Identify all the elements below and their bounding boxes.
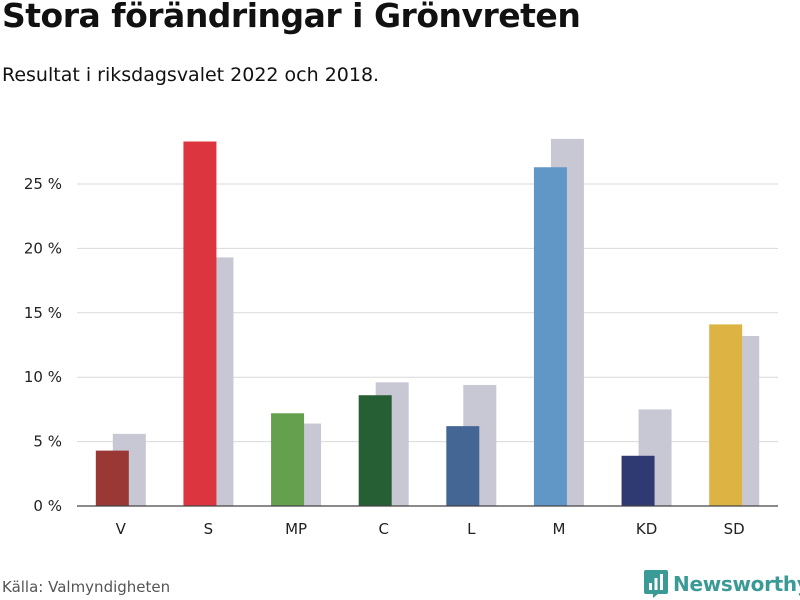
- x-tick-label: S: [204, 520, 214, 538]
- chart-subtitle: Resultat i riksdagsvalet 2022 och 2018.: [2, 64, 380, 86]
- chart-title: Stora förändringar i Grönvreten: [2, 0, 581, 35]
- gridlines: [77, 183, 778, 443]
- x-tick-label: MP: [285, 520, 307, 538]
- x-tick-label: C: [378, 520, 388, 538]
- bar-2022-mp: [271, 413, 305, 506]
- bar-2022-sd: [709, 324, 743, 506]
- brand-name: Newsworthy: [673, 572, 800, 596]
- y-tick-label: 20 %: [24, 239, 62, 257]
- x-tick-label: M: [552, 520, 565, 538]
- bar-2022-kd: [621, 455, 655, 506]
- bar-2022-c: [358, 395, 392, 506]
- newsworthy-logo: Newsworthy: [643, 569, 800, 599]
- bar-2022-v: [95, 450, 129, 506]
- bar-2022-s: [183, 141, 217, 506]
- bar-chart-icon: [644, 570, 668, 598]
- y-tick-label: 0 %: [33, 497, 62, 515]
- y-tick-label: 15 %: [24, 304, 62, 322]
- x-tick-label: V: [116, 520, 127, 538]
- y-tick-label: 10 %: [24, 368, 62, 386]
- x-tick-label: SD: [724, 520, 745, 538]
- x-tick-label: KD: [636, 520, 657, 538]
- bars: [95, 138, 760, 507]
- bar-2022-l: [446, 426, 480, 506]
- bar-2022-m: [533, 167, 567, 507]
- source-note: Källa: Valmyndigheten: [2, 578, 171, 596]
- bar-chart: 0 % 5 % 10 % 15 % 20 % 25 % V S MP C L M KD SD: [24, 138, 778, 538]
- y-tick-label: 5 %: [33, 433, 62, 451]
- y-tick-label: 25 %: [24, 175, 62, 193]
- x-tick-label: L: [467, 520, 476, 538]
- axes: 0 % 5 % 10 % 15 % 20 % 25 % V S MP C L M KD SD: [24, 175, 778, 538]
